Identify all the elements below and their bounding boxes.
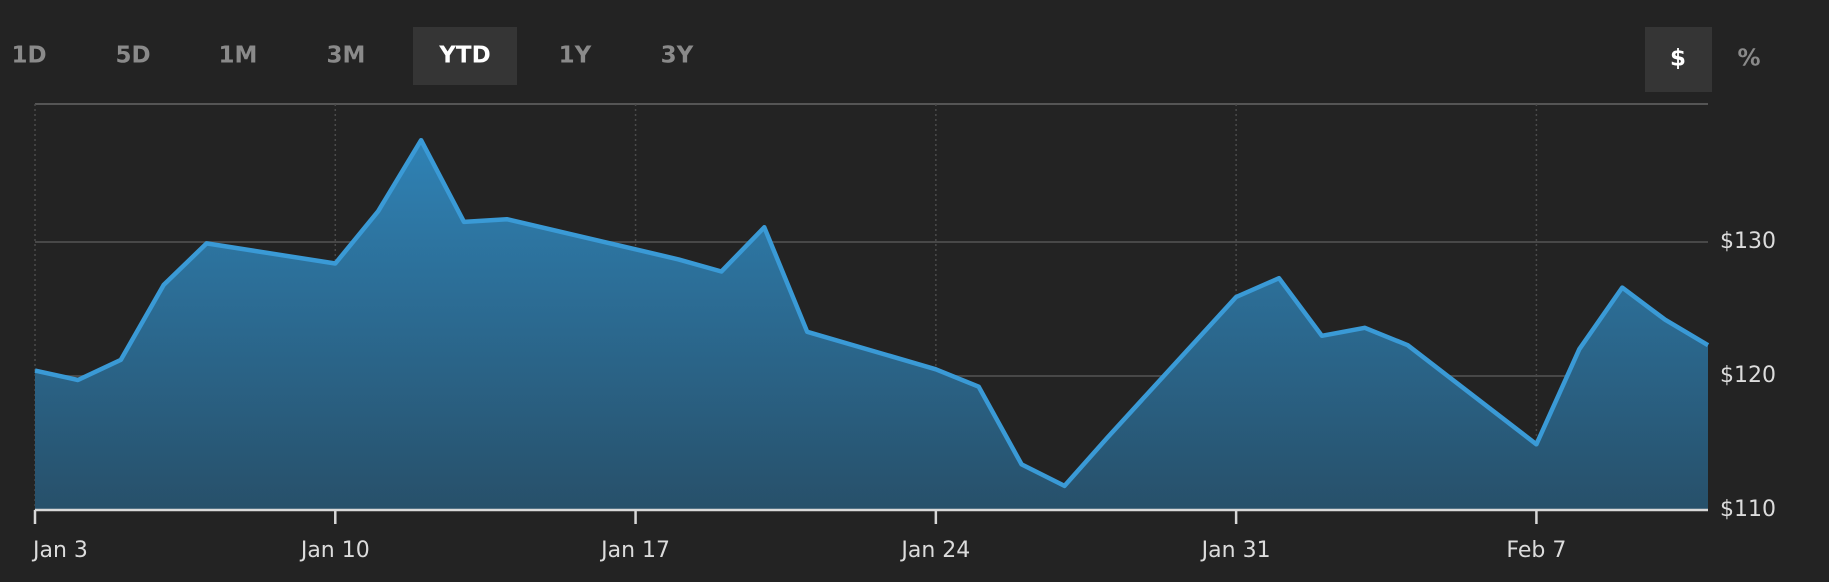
range-button[interactable]: 5D [115, 43, 150, 69]
y-tick-label: $130 [1720, 229, 1776, 254]
range-button[interactable]: 1M [219, 43, 258, 69]
x-tick-label: Jan 3 [31, 538, 88, 563]
price-line [34, 137, 1710, 489]
y-tick-label: $110 [1720, 497, 1776, 522]
x-tick-label: Jan 31 [1200, 538, 1271, 563]
range-button[interactable]: 1Y [559, 43, 592, 69]
range-button-bg [413, 27, 517, 85]
area-fill [35, 140, 1708, 510]
unit-button[interactable]: $ [1670, 46, 1686, 72]
y-tick-label: $120 [1720, 363, 1776, 388]
unit-button-bg [1645, 27, 1712, 92]
x-tick-label: Jan 17 [599, 538, 670, 563]
unit-button[interactable]: % [1737, 46, 1760, 72]
range-button[interactable]: 3M [327, 43, 366, 69]
x-tick-label: Feb 7 [1506, 538, 1566, 563]
x-tick-label: Jan 10 [299, 538, 370, 563]
x-tick-label: Jan 24 [899, 538, 970, 563]
range-button[interactable]: 3Y [661, 43, 694, 69]
range-button[interactable]: YTD [438, 43, 490, 69]
range-button[interactable]: 1D [11, 43, 46, 69]
